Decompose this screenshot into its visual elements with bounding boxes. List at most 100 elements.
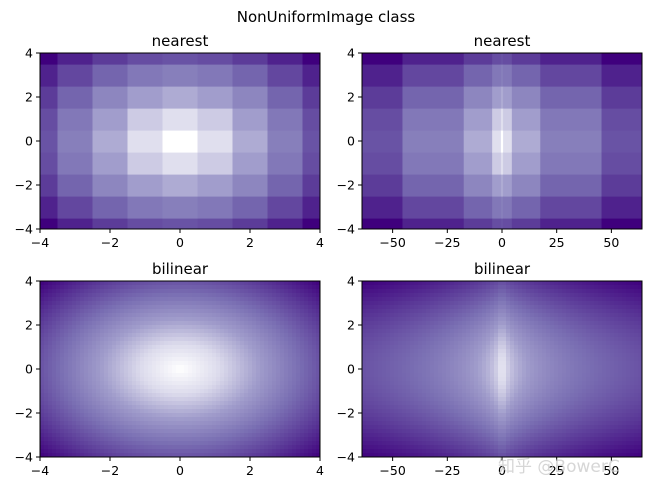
- heatmap-pixel: [116, 421, 121, 426]
- heatmap-pixel: [116, 377, 121, 382]
- heatmap-pixel: [136, 433, 141, 438]
- heatmap-pixel: [386, 365, 391, 370]
- heatmap-pixel: [160, 289, 165, 294]
- heatmap-pixel: [446, 409, 451, 414]
- heatmap-pixel: [462, 353, 467, 358]
- heatmap-pixel: [212, 449, 217, 454]
- heatmap-pixel: [284, 321, 289, 326]
- heatmap-cell: [267, 152, 304, 175]
- heatmap-pixel: [316, 397, 320, 402]
- heatmap-pixel: [370, 397, 375, 402]
- heatmap-pixel: [418, 353, 423, 358]
- heatmap-pixel: [458, 369, 463, 374]
- heatmap-pixel: [120, 405, 125, 410]
- heatmap-pixel: [224, 297, 229, 302]
- heatmap-pixel: [498, 313, 503, 318]
- heatmap-pixel: [112, 321, 117, 326]
- heatmap-pixel: [430, 365, 435, 370]
- heatmap-pixel: [418, 365, 423, 370]
- heatmap-pixel: [398, 357, 403, 362]
- heatmap-pixel: [132, 309, 137, 314]
- heatmap-pixel: [386, 397, 391, 402]
- heatmap-pixel: [96, 329, 101, 334]
- heatmap-pixel: [212, 349, 217, 354]
- heatmap-pixel: [498, 281, 503, 286]
- heatmap-pixel: [216, 445, 221, 450]
- heatmap-pixel: [68, 445, 73, 450]
- heatmap-pixel: [164, 317, 169, 322]
- heatmap-pixel: [88, 409, 93, 414]
- heatmap-cell: [402, 174, 465, 197]
- heatmap-pixel: [200, 401, 205, 406]
- heatmap-pixel: [76, 437, 81, 442]
- heatmap-pixel: [454, 337, 459, 342]
- heatmap-pixel: [514, 289, 519, 294]
- heatmap-pixel: [180, 433, 185, 438]
- heatmap-pixel: [510, 293, 515, 298]
- heatmap-pixel: [248, 325, 253, 330]
- heatmap-cell: [492, 130, 502, 153]
- heatmap-pixel: [430, 357, 435, 362]
- heatmap-pixel: [494, 441, 499, 446]
- heatmap-pixel: [482, 405, 487, 410]
- heatmap-pixel: [422, 309, 427, 314]
- heatmap-pixel: [398, 445, 403, 450]
- heatmap-pixel: [378, 293, 383, 298]
- heatmap-pixel: [288, 421, 293, 426]
- heatmap-pixel: [402, 285, 407, 290]
- heatmap-cell: [500, 218, 504, 229]
- heatmap-pixel: [48, 357, 53, 362]
- heatmap-pixel: [164, 421, 169, 426]
- heatmap-pixel: [260, 361, 265, 366]
- heatmap-pixel: [256, 405, 261, 410]
- heatmap-pixel: [296, 453, 301, 457]
- heatmap-pixel: [450, 405, 455, 410]
- heatmap-pixel: [128, 429, 133, 434]
- heatmap-pixel: [494, 389, 499, 394]
- heatmap-pixel: [458, 381, 463, 386]
- heatmap-pixel: [366, 341, 371, 346]
- heatmap-pixel: [466, 281, 471, 286]
- heatmap-pixel: [288, 357, 293, 362]
- heatmap-pixel: [244, 393, 249, 398]
- heatmap-pixel: [276, 417, 281, 422]
- heatmap-pixel: [398, 305, 403, 310]
- heatmap-pixel: [76, 329, 81, 334]
- heatmap-pixel: [200, 325, 205, 330]
- heatmap-pixel: [104, 285, 109, 290]
- heatmap-pixel: [506, 421, 511, 426]
- heatmap-pixel: [252, 329, 257, 334]
- heatmap-pixel: [44, 353, 49, 358]
- heatmap-cell: [197, 130, 234, 153]
- heatmap-pixel: [140, 313, 145, 318]
- heatmap-pixel: [104, 389, 109, 394]
- heatmap-pixel: [362, 425, 367, 430]
- heatmap-pixel: [252, 289, 257, 294]
- heatmap-pixel: [292, 401, 297, 406]
- heatmap-pixel: [64, 297, 69, 302]
- heatmap-pixel: [252, 393, 257, 398]
- heatmap-pixel: [454, 297, 459, 302]
- heatmap-pixel: [502, 441, 507, 446]
- heatmap-pixel: [442, 357, 447, 362]
- heatmap-pixel: [312, 365, 317, 370]
- heatmap-pixel: [482, 429, 487, 434]
- heatmap-pixel: [466, 309, 471, 314]
- heatmap-pixel: [184, 401, 189, 406]
- heatmap-pixel: [272, 373, 277, 378]
- heatmap-pixel: [426, 381, 431, 386]
- heatmap-pixel: [52, 297, 57, 302]
- heatmap-pixel: [260, 321, 265, 326]
- heatmap-pixel: [280, 341, 285, 346]
- heatmap-pixel: [382, 445, 387, 450]
- heatmap-pixel: [68, 357, 73, 362]
- heatmap-cell: [503, 196, 513, 219]
- heatmap-pixel: [232, 281, 237, 286]
- heatmap-pixel: [418, 389, 423, 394]
- heatmap-pixel: [490, 433, 495, 438]
- heatmap-pixel: [494, 401, 499, 406]
- heatmap-pixel: [370, 285, 375, 290]
- heatmap-pixel: [60, 393, 65, 398]
- heatmap-pixel: [450, 333, 455, 338]
- heatmap-pixel: [300, 369, 305, 374]
